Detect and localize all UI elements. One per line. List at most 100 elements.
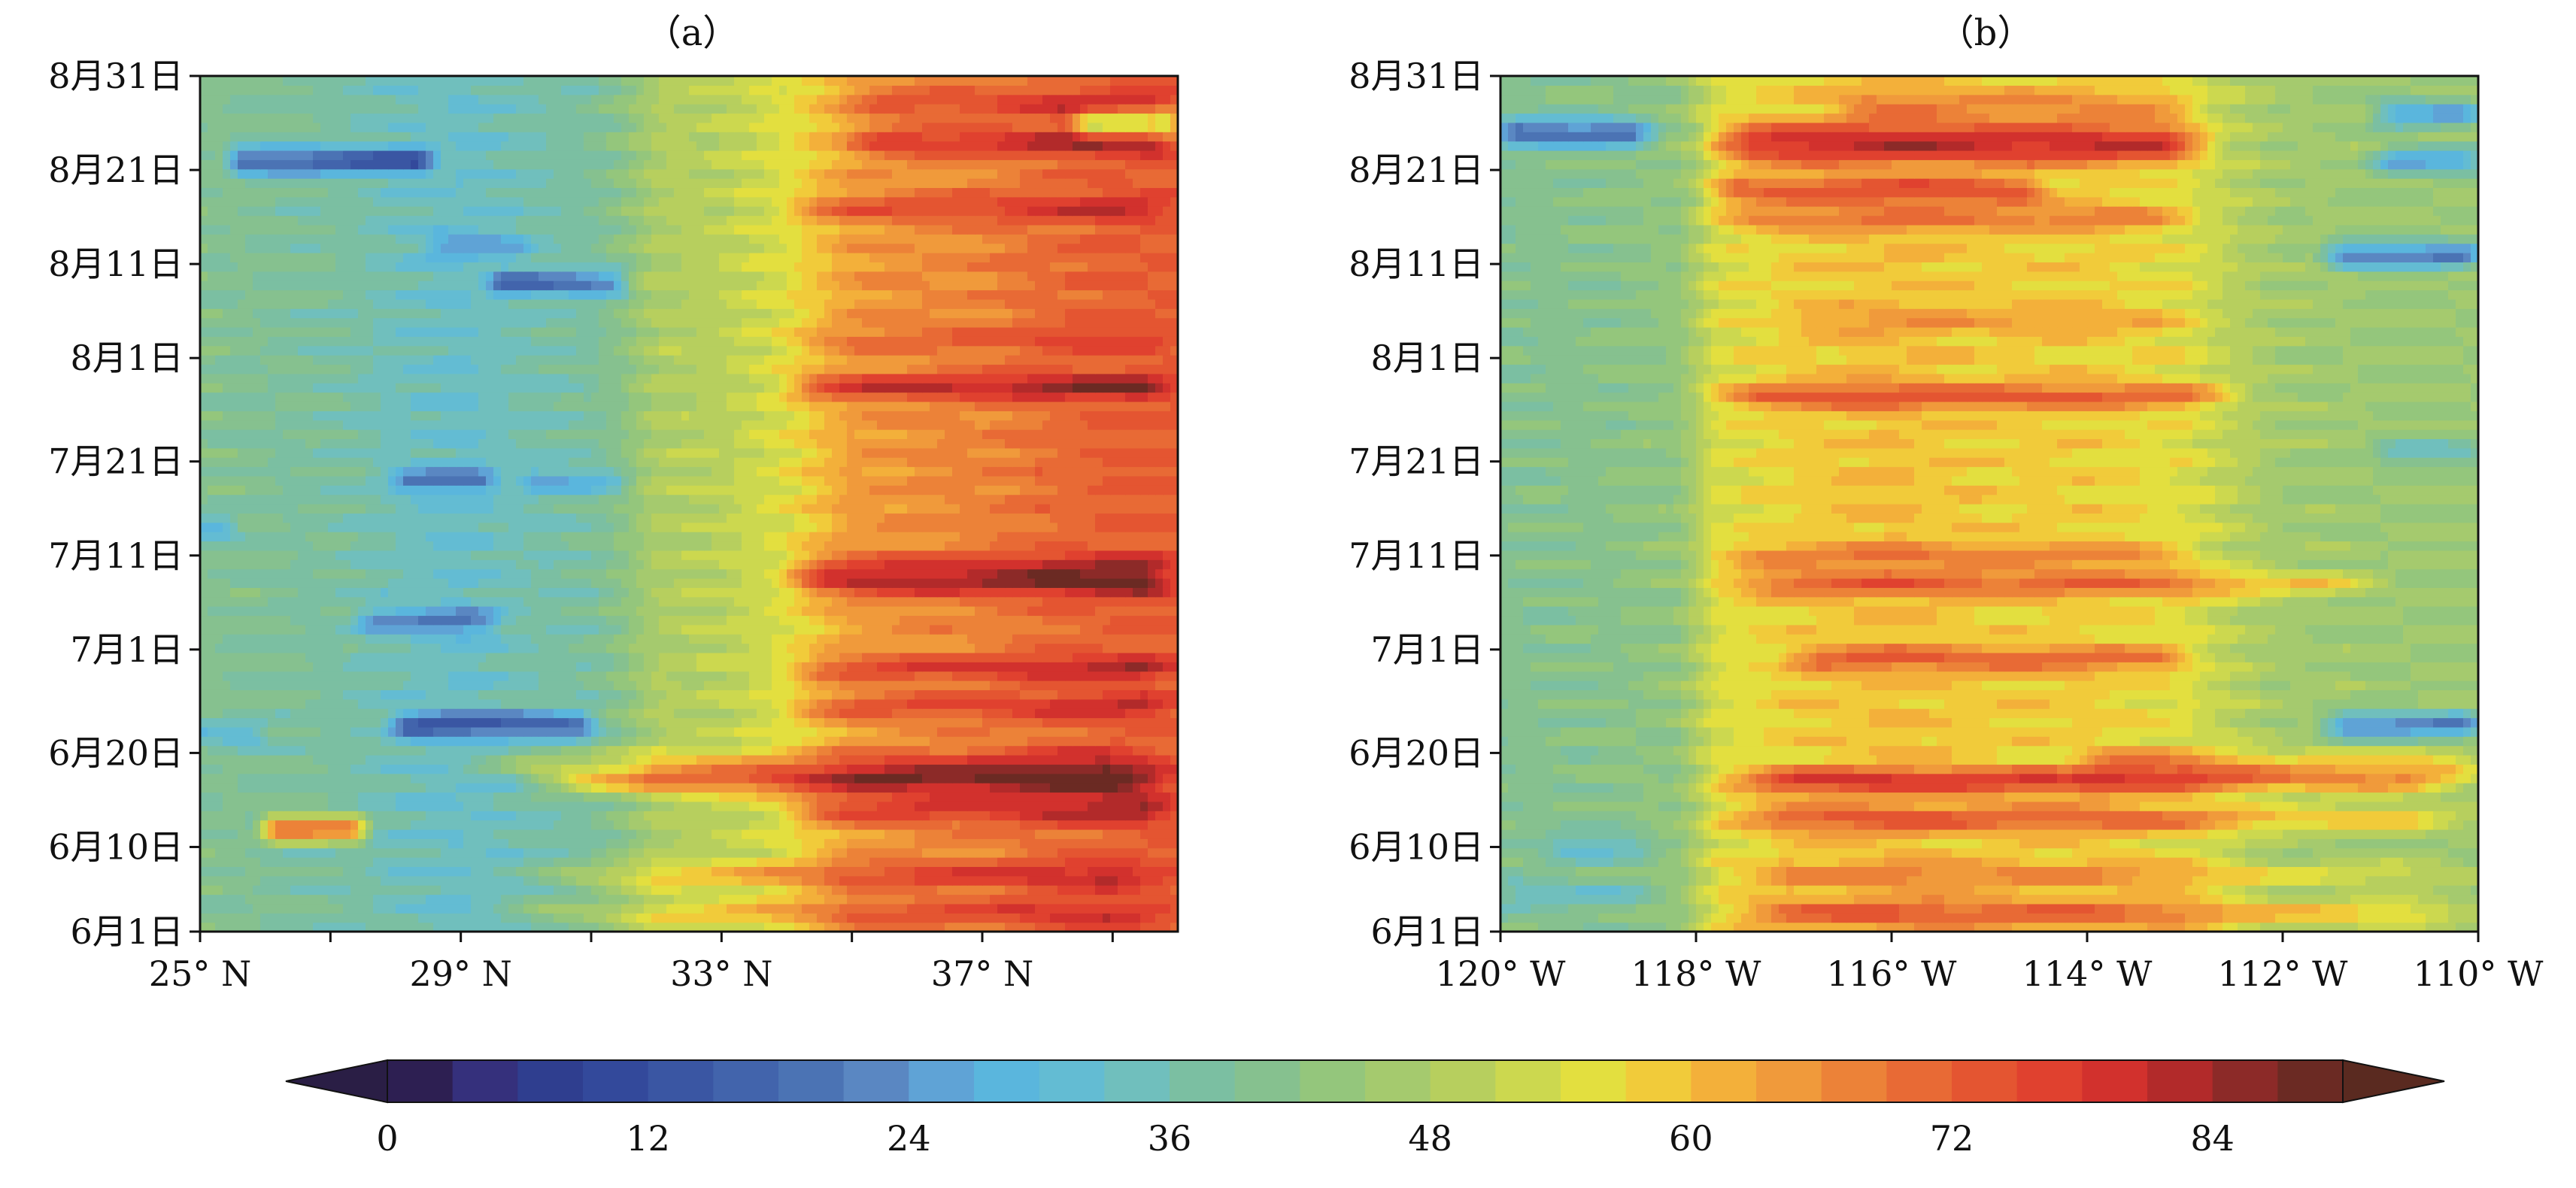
heatmap-cell <box>952 717 960 728</box>
heatmap-cell <box>990 866 998 877</box>
heatmap-cell <box>621 903 630 914</box>
heatmap-cell <box>802 764 810 774</box>
heatmap-cell <box>283 885 291 896</box>
heatmap-cell <box>839 726 848 737</box>
heatmap-cell <box>952 587 960 598</box>
heatmap-cell <box>501 894 509 905</box>
heatmap-cell <box>230 903 238 914</box>
heatmap-cell <box>366 875 374 886</box>
heatmap-cell <box>1027 708 1036 719</box>
heatmap-cell <box>629 894 637 905</box>
heatmap-cell <box>343 577 351 588</box>
heatmap-cell <box>967 857 975 868</box>
heatmap-cell <box>1103 745 1111 756</box>
heatmap-cell <box>531 838 539 849</box>
heatmap-cell <box>366 699 374 709</box>
heatmap-cell <box>1073 615 1081 626</box>
heatmap-cell <box>448 838 457 849</box>
heatmap-cell <box>809 922 818 932</box>
heatmap-cell <box>734 624 742 635</box>
heatmap-cell <box>1140 773 1148 783</box>
heatmap-cell <box>561 587 569 598</box>
heatmap-cell <box>749 811 757 821</box>
heatmap-cell <box>1035 792 1043 802</box>
heatmap-cell <box>794 606 803 617</box>
heatmap-cell <box>900 745 908 756</box>
heatmap-cell <box>1035 903 1043 914</box>
heatmap-cell <box>493 903 502 914</box>
heatmap-cell <box>463 792 472 802</box>
heatmap-cell <box>546 643 554 653</box>
heatmap-cell <box>982 652 991 662</box>
heatmap-cell <box>734 801 742 811</box>
heatmap-cell <box>508 662 517 672</box>
heatmap-cell <box>523 671 532 681</box>
heatmap-cell <box>832 903 840 914</box>
heatmap-cell <box>832 773 840 783</box>
heatmap-cell <box>967 829 975 839</box>
heatmap-cell <box>200 577 208 588</box>
heatmap-cell <box>727 838 735 849</box>
heatmap-cell <box>839 875 848 886</box>
heatmap-cell <box>328 811 336 821</box>
heatmap-cell <box>223 894 231 905</box>
heatmap-cell <box>268 922 276 932</box>
heatmap-cell <box>1140 792 1148 802</box>
heatmap-cell <box>396 736 404 747</box>
heatmap-cell <box>621 689 630 700</box>
heatmap-cell <box>1042 829 1051 839</box>
heatmap-cell <box>1140 857 1148 868</box>
heatmap-cell <box>320 568 329 579</box>
heatmap-cell <box>930 847 938 858</box>
heatmap-cell <box>719 903 727 914</box>
heatmap-cell <box>975 811 983 821</box>
heatmap-cell <box>900 736 908 747</box>
heatmap-cell <box>478 624 487 635</box>
heatmap-cell <box>937 792 945 802</box>
heatmap-cell <box>223 829 231 839</box>
heatmap-cell <box>486 913 494 923</box>
heatmap-cell <box>230 838 238 849</box>
heatmap-cell <box>1080 838 1088 849</box>
heatmap-cell <box>358 801 366 811</box>
heatmap-cell <box>335 857 344 868</box>
heatmap-cell <box>313 903 321 914</box>
heatmap-cell <box>824 643 833 653</box>
heatmap-cell <box>463 764 472 774</box>
heatmap-cell <box>546 885 554 896</box>
heatmap-cell <box>892 577 900 588</box>
heatmap-cell <box>1012 745 1021 756</box>
heatmap-cell <box>576 903 584 914</box>
heatmap-cell <box>448 913 457 923</box>
heatmap-cell <box>493 577 502 588</box>
heatmap-cell <box>313 838 321 849</box>
heatmap-cell <box>689 745 697 756</box>
heatmap-cell <box>426 754 434 765</box>
heatmap-cell <box>554 680 562 690</box>
heatmap-cell <box>418 671 426 681</box>
heatmap-cell <box>1140 708 1148 719</box>
heatmap-cell <box>305 624 314 635</box>
heatmap-cell <box>666 857 675 868</box>
heatmap-cell <box>1118 885 1126 896</box>
heatmap-cell <box>772 811 780 821</box>
heatmap-cell <box>1035 577 1043 588</box>
heatmap-cell <box>238 811 246 821</box>
heatmap-cell <box>952 820 960 830</box>
heatmap-cell <box>253 708 261 719</box>
heatmap-cell <box>516 903 524 914</box>
heatmap-cell <box>275 671 284 681</box>
heatmap-cell <box>584 596 592 607</box>
heatmap-cell <box>817 699 825 709</box>
heatmap-cell <box>884 745 893 756</box>
heatmap-cell <box>456 708 464 719</box>
heatmap-cell <box>1020 847 1028 858</box>
heatmap-cell <box>734 745 742 756</box>
heatmap-cell <box>696 922 705 932</box>
heatmap-cell <box>900 773 908 783</box>
heatmap-cell <box>651 913 660 923</box>
heatmap-cell <box>839 680 848 690</box>
heatmap-cell <box>411 754 419 765</box>
heatmap-cell <box>1110 847 1118 858</box>
heatmap-cell <box>493 671 502 681</box>
